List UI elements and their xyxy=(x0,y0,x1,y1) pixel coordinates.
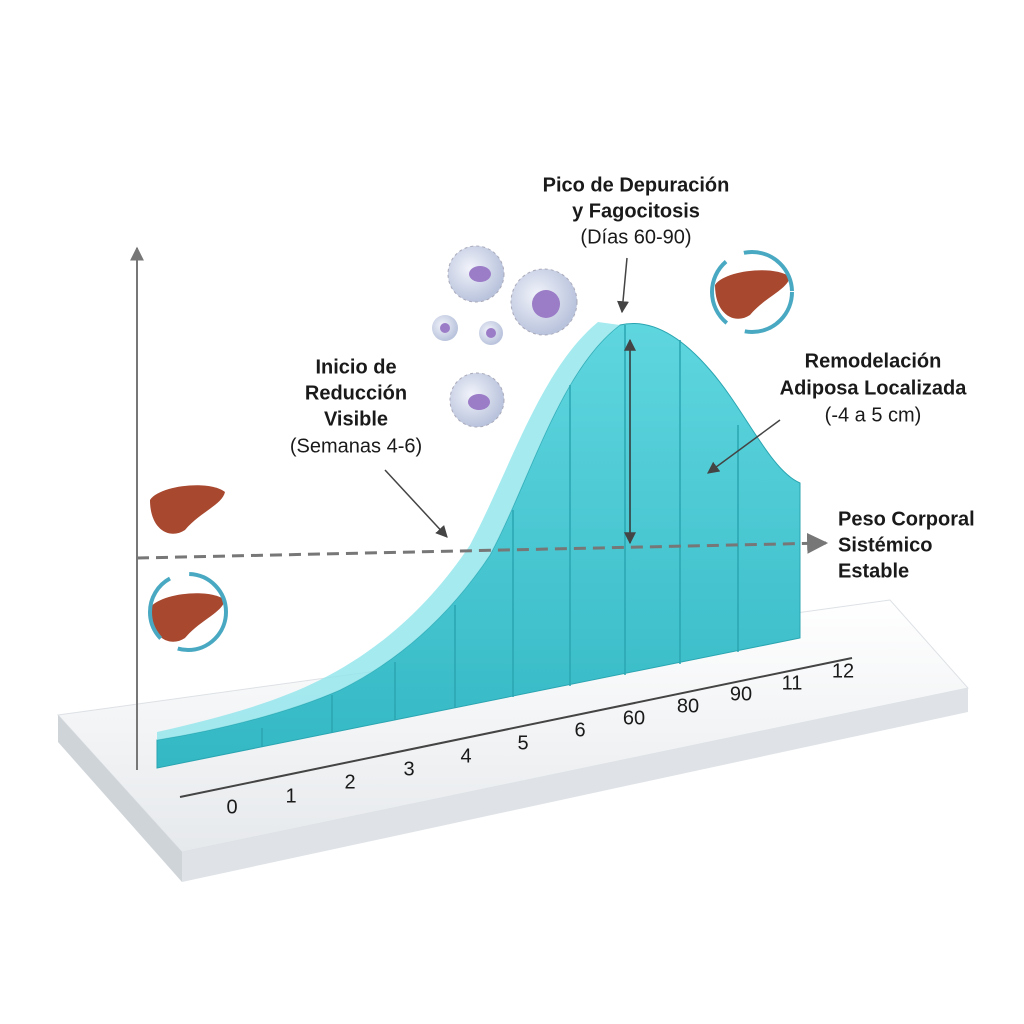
annotation: Sistémico xyxy=(838,534,932,556)
annotation: Visible xyxy=(324,408,388,430)
x-tick-label: 11 xyxy=(782,672,803,694)
platform-side xyxy=(58,715,182,882)
liver-icons xyxy=(148,250,794,652)
annotation: Adiposa Localizada xyxy=(780,377,968,399)
x-tick-label: 4 xyxy=(460,745,471,767)
x-tick-label: 3 xyxy=(403,758,414,780)
curve-top xyxy=(157,322,620,740)
x-tick-label: 12 xyxy=(832,660,854,682)
remodel-arrow xyxy=(707,419,781,474)
x-tick-label: 0 xyxy=(226,796,237,818)
annotation: y Fagocitosis xyxy=(572,200,700,222)
annotation: Inicio de xyxy=(315,356,396,378)
x-tick-label: 60 xyxy=(623,707,645,729)
annotation: (-4 a 5 cm) xyxy=(825,404,922,426)
annotation: Pico de Depuración xyxy=(543,174,730,196)
x-tick-label: 1 xyxy=(285,785,296,807)
annotation: Estable xyxy=(838,560,909,582)
annotation: Remodelación xyxy=(805,350,942,372)
annotation: (Días 60-90) xyxy=(580,226,691,248)
x-tick-label: 80 xyxy=(677,695,699,717)
annotation: (Semanas 4-6) xyxy=(290,435,422,457)
onset-arrow xyxy=(384,469,448,538)
x-tick-label: 5 xyxy=(517,732,528,754)
annotation: Reducción xyxy=(305,382,407,404)
platform-front xyxy=(182,688,968,882)
x-tick-label: 6 xyxy=(574,719,585,741)
baseline-line xyxy=(136,532,829,560)
x-tick-label: 2 xyxy=(344,771,355,793)
x-tick-label: 90 xyxy=(730,683,752,705)
x-axis xyxy=(179,657,853,798)
cell-icons xyxy=(432,245,578,428)
annotation: Peso Corporal xyxy=(838,508,975,530)
peak-arrow xyxy=(617,257,629,314)
